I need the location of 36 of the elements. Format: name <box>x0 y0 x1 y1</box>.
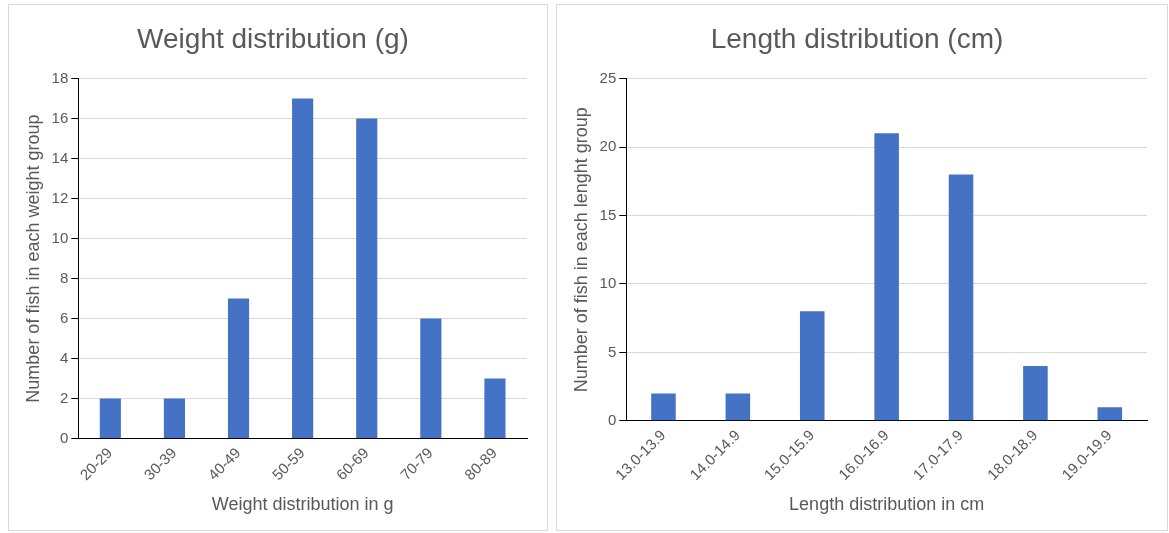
bar <box>799 311 825 421</box>
y-tick-label: 5 <box>607 342 617 360</box>
bar <box>725 393 751 421</box>
y-tick-label: 18 <box>51 68 69 86</box>
y-tick-label: 10 <box>51 228 69 246</box>
y-tick-label: 4 <box>59 348 69 366</box>
y-tick-label: 20 <box>599 137 617 155</box>
bar <box>484 378 506 439</box>
y-tick-label: 2 <box>59 388 69 406</box>
bar <box>948 174 974 421</box>
y-tick-label: 14 <box>51 148 69 166</box>
x-axis-title: Weight distribution in g <box>211 494 394 515</box>
bar <box>163 398 186 439</box>
y-tick-label: 0 <box>59 428 69 446</box>
y-tick-label: 15 <box>599 205 617 223</box>
y-tick-label: 6 <box>59 308 69 326</box>
bar <box>1097 407 1123 421</box>
bar <box>651 393 676 421</box>
bar <box>99 398 121 439</box>
y-tick-label: 16 <box>51 108 69 126</box>
y-tick-label: 25 <box>599 68 617 86</box>
y-tick-label: 8 <box>59 268 69 286</box>
y-tick-label: 0 <box>607 410 617 428</box>
y-axis-title: Number of fish in each weight group <box>22 114 43 403</box>
bar <box>874 133 899 421</box>
x-axis-title: Length distribution in cm <box>789 494 985 515</box>
y-tick-label: 12 <box>51 188 69 206</box>
bar <box>1023 366 1048 421</box>
chart-title: Weight distribution (g) <box>137 22 409 54</box>
bar <box>356 118 378 439</box>
bar <box>420 318 442 439</box>
bar <box>292 98 314 439</box>
y-axis-title: Number of fish in each lenght group <box>570 107 591 393</box>
bar <box>227 298 250 439</box>
y-tick-label: 10 <box>599 274 617 292</box>
chart-title: Length distribution (cm) <box>710 22 1004 54</box>
